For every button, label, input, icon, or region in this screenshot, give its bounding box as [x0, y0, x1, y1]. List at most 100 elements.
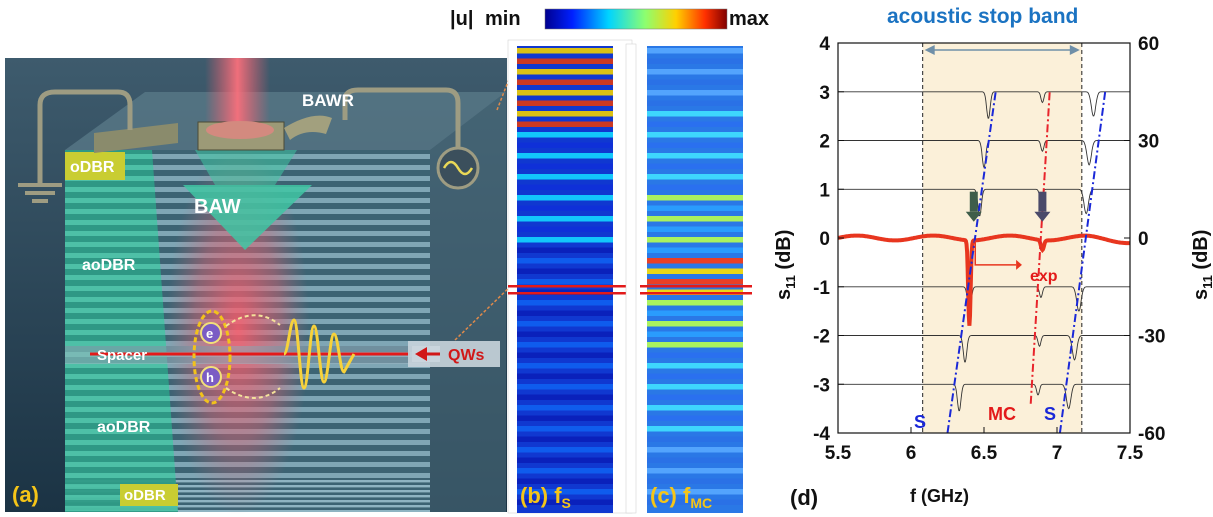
- stack-side-face: [430, 92, 506, 512]
- field-stripe-b: [517, 405, 613, 411]
- field-stripe-b: [517, 100, 613, 106]
- label-odbr-top: oDBR: [70, 159, 115, 176]
- stop-band-title: acoustic stop band: [887, 5, 1078, 28]
- field-stripe-c: [647, 489, 743, 495]
- svg-text:s11 (dB): s11 (dB): [1190, 230, 1213, 300]
- field-stripe-b: [517, 447, 613, 453]
- field-stripe-c: [647, 310, 743, 316]
- field-stripe-b: [517, 142, 613, 148]
- field-stripe-c: [647, 342, 743, 348]
- baw-cone: [195, 150, 297, 185]
- marker-arrow-head: [965, 211, 982, 222]
- x-tick-label: 5.5: [825, 443, 852, 464]
- field-stripe-b: [517, 163, 613, 169]
- field-stripe-c: [647, 247, 743, 253]
- field-stripe-c: [647, 352, 743, 358]
- annotation-s-left: S: [914, 412, 926, 432]
- y-left-tick-label: 0: [819, 229, 830, 250]
- field-stripe-b: [517, 352, 613, 358]
- exciton-ellipse: [192, 309, 232, 405]
- field-stripe-b: [517, 205, 613, 211]
- panel-a-letter: (a): [12, 482, 39, 507]
- field-stripe-b: [517, 499, 613, 505]
- panel-a-device-schematic: BAWR BAW oDBR aoDBR Spacer aoDBR oDBR QW…: [5, 55, 519, 515]
- field-stripe-b: [517, 394, 613, 400]
- guide-line-mc: [1029, 91, 1051, 404]
- field-stripe-b: [517, 111, 613, 117]
- panel-b-letter: (b) fS: [520, 483, 571, 511]
- field-stripe-c: [647, 258, 743, 264]
- field-stripe-b: [517, 436, 613, 442]
- label-baw: BAW: [194, 196, 241, 218]
- baw-arrow: [183, 185, 312, 250]
- laser-beam-glow: [166, 145, 310, 515]
- field-stripe-c: [647, 415, 743, 421]
- wire-right: [342, 87, 461, 150]
- exp-arrow: [974, 240, 1017, 266]
- x-tick-label: 6: [906, 443, 917, 464]
- y-right-tick-label: 30: [1138, 132, 1159, 153]
- field-stripe-b: [517, 132, 613, 138]
- colorbar-min-label: min: [485, 8, 521, 30]
- field-stripe-b: [517, 457, 613, 463]
- field-stripe-c: [647, 237, 743, 243]
- field-stripe-b: [517, 373, 613, 379]
- field-stripe-b: [517, 195, 613, 201]
- experimental-trace: [837, 233, 1130, 326]
- field-stripe-b: [517, 174, 613, 180]
- field-stripe-b: [517, 331, 613, 337]
- field-stripe-c: [647, 363, 743, 369]
- panel-c-qw-line-2: [640, 292, 752, 295]
- field-stripe-b: [517, 489, 613, 495]
- panel-c-letter: (c) fMC: [650, 483, 712, 511]
- bawr-electrode-left: [94, 123, 178, 153]
- field-stripe-c: [647, 90, 743, 96]
- field-stripe-c: [647, 111, 743, 117]
- field-stripe-c: [647, 58, 743, 64]
- label-qws: QWs: [448, 347, 485, 364]
- panel-c-qw-line-1: [640, 285, 752, 288]
- field-stripe-b: [517, 321, 613, 327]
- field-stripe-c: [647, 405, 743, 411]
- y-left-tick-label: 1: [819, 180, 830, 201]
- stop-band-arrow-left-head: [924, 45, 935, 55]
- field-stripe-b: [517, 478, 613, 484]
- field-stripe-b: [517, 216, 613, 222]
- odbr-bottom-box: [120, 484, 178, 506]
- panel-b-stripes: [517, 48, 613, 505]
- field-stripe-c: [647, 468, 743, 474]
- field-stripe-c: [647, 195, 743, 201]
- svg-text:s11 (dB): s11 (dB): [773, 230, 798, 300]
- field-stripe-c: [647, 48, 743, 54]
- field-stripe-c: [647, 163, 743, 169]
- field-stripe-b: [517, 468, 613, 474]
- simulated-trace: [838, 91, 1130, 119]
- electron-icon: [200, 322, 222, 344]
- field-stripe-c: [647, 226, 743, 232]
- field-stripe-c: [647, 300, 743, 306]
- field-stripe-c: [647, 384, 743, 390]
- odbr-top-box: [65, 152, 125, 180]
- field-stripe-b: [517, 363, 613, 369]
- coupling-arrow-top: [225, 314, 281, 327]
- field-stripe-c: [647, 174, 743, 180]
- y-right-tick-label: -30: [1138, 327, 1165, 348]
- simulated-trace: [838, 335, 1130, 363]
- y-axis-label-left: s11 (dB): [773, 230, 798, 300]
- aodbr-highlight-column: [65, 150, 178, 512]
- x-tick-label: 7: [1052, 443, 1063, 464]
- field-stripe-b: [517, 268, 613, 274]
- x-axis-label: f (GHz): [910, 486, 969, 506]
- label-bawr: BAWR: [302, 91, 354, 110]
- field-stripe-c: [647, 184, 743, 190]
- field-stripe-c: [647, 216, 743, 222]
- label-spacer: Spacer: [97, 347, 147, 364]
- label-electron: e: [206, 326, 213, 341]
- annotation-mc: MC: [988, 404, 1016, 424]
- field-stripe-b: [517, 58, 613, 64]
- simulated-trace: [838, 383, 1130, 412]
- exp-arrow-head: [1016, 259, 1022, 270]
- colorbar-quantity: |u|: [450, 8, 473, 30]
- bawr-aperture: [206, 121, 274, 139]
